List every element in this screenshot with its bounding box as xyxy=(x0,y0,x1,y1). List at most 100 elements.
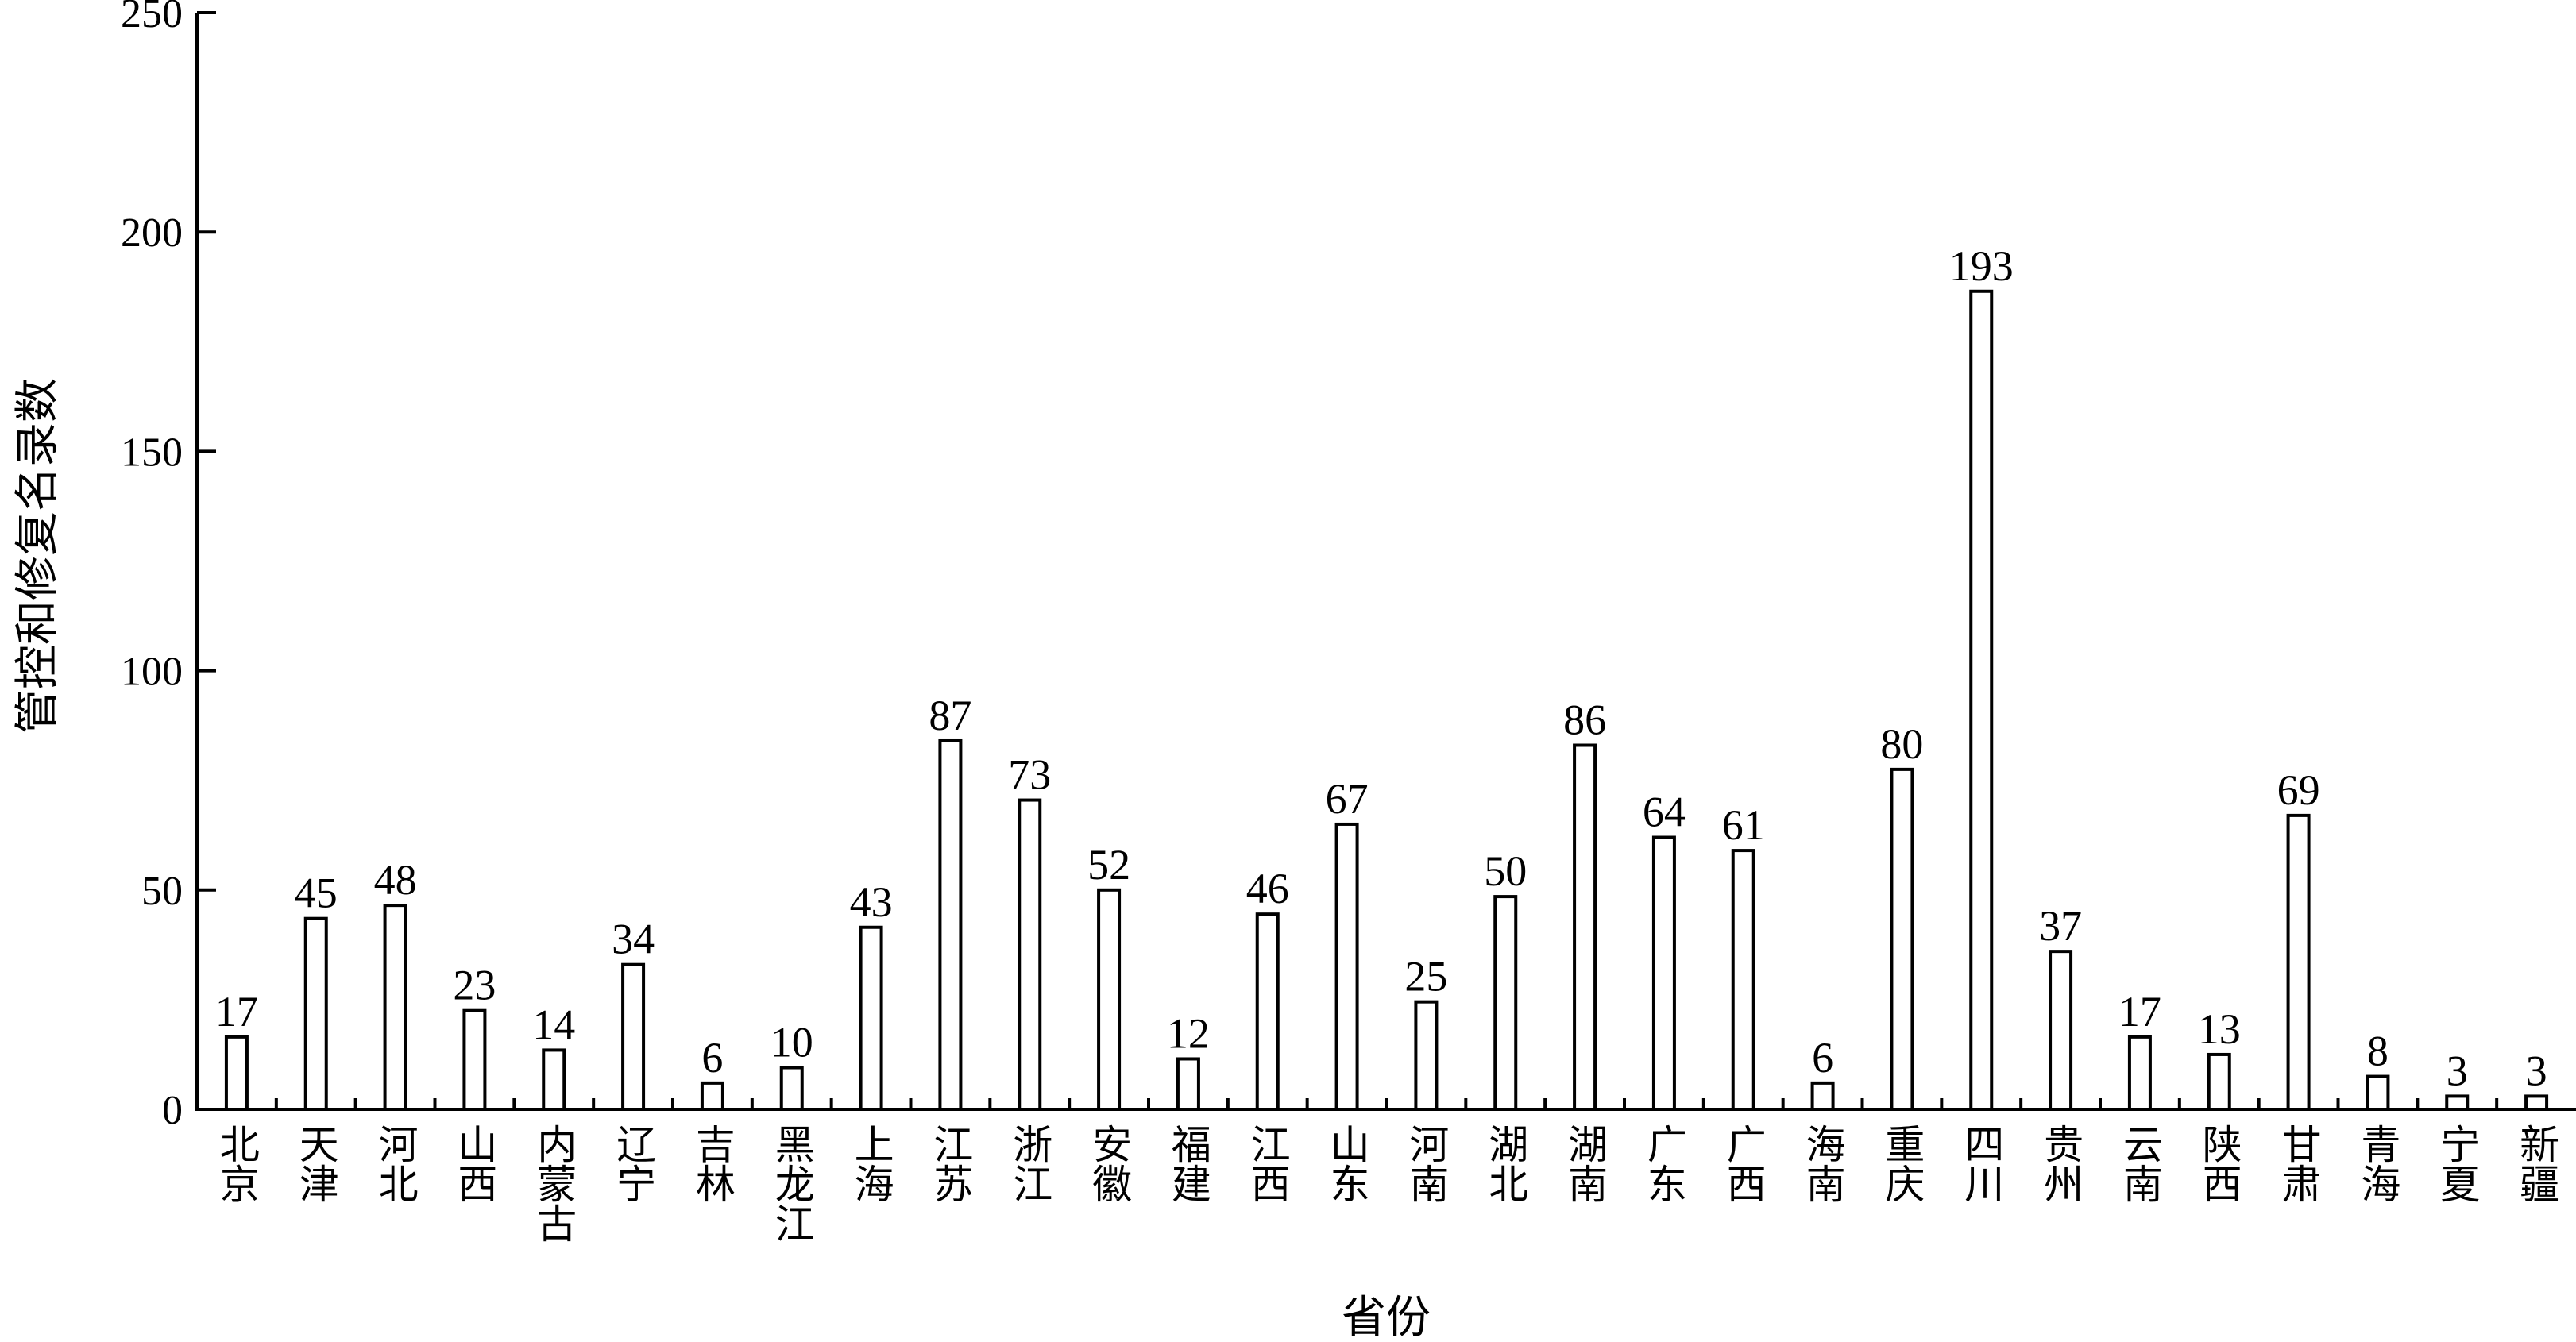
bar-河北 xyxy=(383,904,407,1112)
bar-甘肃 xyxy=(2286,813,2311,1111)
y-tick-label: 0 xyxy=(162,1088,183,1133)
data-label: 48 xyxy=(374,856,417,904)
data-label: 80 xyxy=(1880,720,1923,768)
data-label: 73 xyxy=(1008,751,1051,799)
data-label: 3 xyxy=(2447,1047,2468,1094)
x-tick-label: 海南 xyxy=(1800,1124,1846,1203)
bar-海南 xyxy=(1810,1081,1835,1111)
data-label: 50 xyxy=(1484,847,1527,895)
x-tick-label: 甘肃 xyxy=(2276,1124,2322,1203)
bar-天津 xyxy=(303,916,328,1112)
data-label: 87 xyxy=(929,692,971,739)
x-tick-label: 福建 xyxy=(1165,1124,1211,1203)
x-tick-label: 江西 xyxy=(1245,1124,1291,1203)
bar-山西 xyxy=(462,1008,487,1111)
y-axis: 0 50 100 150 200 250 xyxy=(121,0,216,1133)
x-tick-label: 湖北 xyxy=(1482,1124,1528,1203)
x-tick-label: 安徽 xyxy=(1086,1124,1132,1203)
bars xyxy=(224,289,2549,1112)
bar-安徽 xyxy=(1097,888,1122,1112)
data-label: 8 xyxy=(2367,1028,2389,1075)
x-tick-label: 云南 xyxy=(2117,1124,2163,1203)
data-label: 17 xyxy=(2118,988,2161,1035)
data-label: 43 xyxy=(850,878,893,926)
x-axis xyxy=(197,1098,2576,1111)
bar-广西 xyxy=(1731,849,1755,1111)
bar-浙江 xyxy=(1018,798,1042,1111)
x-tick-label: 广西 xyxy=(1721,1124,1767,1203)
bar-北京 xyxy=(224,1035,249,1111)
bar-吉林 xyxy=(700,1081,724,1111)
data-label: 67 xyxy=(1326,775,1369,823)
x-tick-label: 山西 xyxy=(451,1124,497,1203)
x-tick-label: 河北 xyxy=(373,1124,419,1203)
bar-湖北 xyxy=(1493,895,1518,1112)
bar-福建 xyxy=(1176,1057,1200,1111)
bar-上海 xyxy=(859,925,883,1112)
x-tick-label: 黑龙江 xyxy=(769,1124,815,1243)
bar-四川 xyxy=(1969,289,1994,1111)
data-label: 86 xyxy=(1563,696,1606,744)
data-label: 25 xyxy=(1404,953,1447,1001)
y-tick-label: 100 xyxy=(121,650,183,695)
data-label: 6 xyxy=(701,1034,723,1082)
bar-河南 xyxy=(1414,1000,1439,1111)
data-label: 10 xyxy=(770,1019,813,1066)
x-tick-label: 四川 xyxy=(1958,1124,2004,1203)
bar-贵州 xyxy=(2049,950,2073,1111)
data-label: 69 xyxy=(2277,766,2320,814)
x-tick-label: 辽宁 xyxy=(610,1124,656,1203)
data-label: 193 xyxy=(1949,242,2014,290)
data-label: 52 xyxy=(1087,841,1130,889)
y-tick-label: 150 xyxy=(121,430,183,475)
category-labels: 北京 天津 河北 山西 内蒙古 辽宁 吉林 黑龙江 上海 江苏 浙江 安徽 福建 江西 山东 河南 湖北 湖南 广东… xyxy=(214,1124,2559,1243)
x-tick-label: 内蒙古 xyxy=(531,1124,577,1243)
x-tick-label: 河南 xyxy=(1403,1124,1449,1203)
data-label: 6 xyxy=(1812,1034,1833,1082)
y-tick-label: 200 xyxy=(121,210,183,256)
bar-宁夏 xyxy=(2445,1094,2470,1111)
x-tick-label: 青海 xyxy=(2354,1124,2400,1203)
bar-江西 xyxy=(1255,912,1280,1111)
data-label: 17 xyxy=(215,988,258,1035)
x-axis-title: 省份 xyxy=(1342,1292,1431,1342)
bar-云南 xyxy=(2127,1035,2152,1111)
data-label: 61 xyxy=(1722,801,1765,849)
x-tick-label: 广东 xyxy=(1641,1124,1687,1203)
x-tick-label: 上海 xyxy=(848,1124,894,1203)
bar-青海 xyxy=(2366,1074,2390,1111)
data-label: 34 xyxy=(612,916,655,963)
data-label: 23 xyxy=(453,962,496,1009)
x-tick-label: 新疆 xyxy=(2513,1124,2559,1203)
data-label: 12 xyxy=(1167,1009,1210,1057)
bar-辽宁 xyxy=(621,962,646,1112)
bar-江苏 xyxy=(938,738,963,1111)
x-tick-label: 贵州 xyxy=(2037,1124,2084,1203)
bar-内蒙古 xyxy=(542,1048,566,1112)
x-tick-label: 江苏 xyxy=(927,1124,973,1203)
bar-新疆 xyxy=(2524,1094,2549,1111)
bar-陕西 xyxy=(2207,1052,2231,1111)
x-tick-label: 湖南 xyxy=(1562,1124,1608,1203)
x-tick-label: 山东 xyxy=(1324,1124,1370,1203)
data-label: 46 xyxy=(1246,865,1289,912)
data-label: 37 xyxy=(2039,902,2082,950)
bar-广东 xyxy=(1651,835,1676,1111)
data-label: 64 xyxy=(1643,789,1686,836)
bar-黑龙江 xyxy=(779,1066,804,1111)
data-label: 14 xyxy=(532,1001,575,1048)
x-tick-label: 重庆 xyxy=(1879,1124,1925,1203)
bar-山东 xyxy=(1334,822,1359,1111)
x-tick-label: 陕西 xyxy=(2196,1124,2242,1203)
y-tick-label: 250 xyxy=(121,0,183,37)
x-tick-label: 天津 xyxy=(293,1124,339,1203)
y-axis-title: 管控和修复名录数 xyxy=(12,378,64,734)
bar-湖南 xyxy=(1573,743,1597,1111)
x-tick-label: 浙江 xyxy=(1006,1124,1052,1203)
y-tick-label: 50 xyxy=(141,869,183,914)
data-label: 3 xyxy=(2526,1047,2547,1094)
bar-重庆 xyxy=(1890,767,1914,1111)
data-label: 45 xyxy=(295,870,338,917)
x-tick-label: 北京 xyxy=(214,1124,260,1203)
